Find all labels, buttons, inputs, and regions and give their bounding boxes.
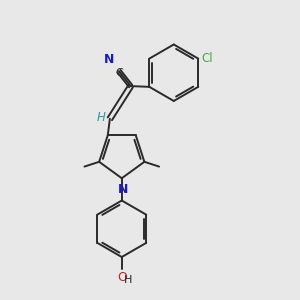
Text: N: N xyxy=(118,183,128,196)
Text: H: H xyxy=(97,111,106,124)
Text: N: N xyxy=(104,52,115,66)
Text: O: O xyxy=(117,271,127,284)
Text: Cl: Cl xyxy=(201,52,213,65)
Text: H: H xyxy=(124,275,132,285)
Text: C: C xyxy=(116,68,123,78)
